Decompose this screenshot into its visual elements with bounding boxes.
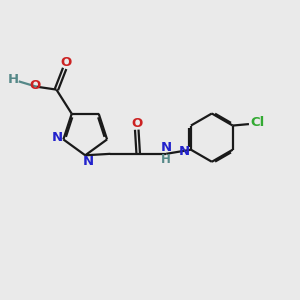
Text: O: O (60, 56, 71, 69)
Text: O: O (131, 117, 142, 130)
Text: N: N (179, 145, 190, 158)
Text: N: N (82, 155, 94, 168)
Text: H: H (8, 74, 19, 86)
Text: H: H (161, 153, 171, 166)
Text: N: N (160, 141, 172, 154)
Text: Cl: Cl (250, 116, 265, 129)
Text: N: N (51, 130, 62, 144)
Text: O: O (29, 79, 40, 92)
